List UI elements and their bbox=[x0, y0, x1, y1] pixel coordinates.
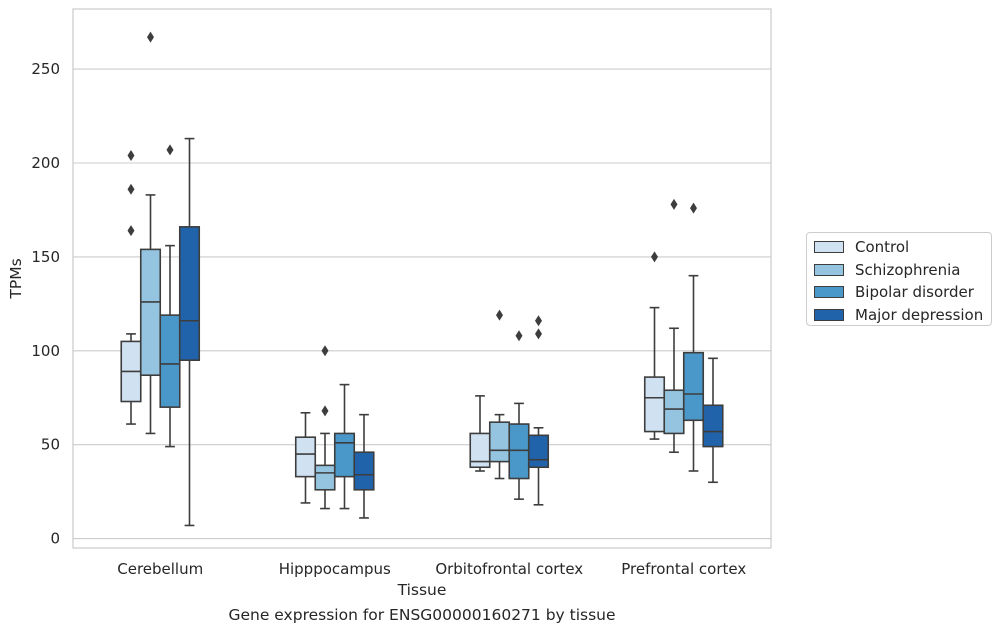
y-axis-label: TPMs bbox=[7, 258, 25, 299]
box-major-depression bbox=[353, 413, 375, 519]
outlier-point bbox=[535, 328, 542, 340]
box-schizophrenia bbox=[488, 309, 511, 480]
legend-label: Schizophrenia bbox=[855, 260, 961, 279]
x-tick-label: Hipppocampus bbox=[279, 560, 391, 578]
legend-swatch bbox=[814, 308, 844, 321]
box-schizophrenia bbox=[139, 31, 162, 435]
outlier-point bbox=[127, 225, 135, 237]
iqr-box bbox=[702, 404, 724, 448]
iqr-box bbox=[682, 351, 705, 422]
box-control bbox=[469, 395, 491, 472]
iqr-box bbox=[294, 436, 317, 478]
box-major-depression bbox=[702, 357, 724, 484]
plot-frame bbox=[72, 8, 772, 549]
x-axis-label: Tissue bbox=[397, 581, 447, 599]
box-bipolar-disorder bbox=[159, 144, 181, 448]
iqr-box bbox=[333, 432, 356, 478]
figure-caption: Gene expression for ENSG00000160271 by t… bbox=[228, 606, 616, 624]
box-control bbox=[294, 411, 317, 504]
outlier-point bbox=[127, 183, 135, 195]
iqr-box bbox=[178, 226, 201, 361]
iqr-box bbox=[139, 248, 162, 377]
iqr-box bbox=[643, 376, 666, 433]
legend-label: Major depression bbox=[855, 305, 984, 324]
y-tick-label: 250 bbox=[31, 60, 60, 78]
legend-label: Bipolar disorder bbox=[855, 283, 974, 302]
y-tick-label: 100 bbox=[31, 342, 60, 360]
box-bipolar-disorder bbox=[508, 330, 530, 500]
outlier-point bbox=[147, 31, 154, 43]
outlier-point bbox=[535, 315, 542, 327]
x-tick-label: Cerebellum bbox=[117, 560, 203, 578]
outlier-point bbox=[496, 309, 503, 321]
box-control bbox=[120, 149, 142, 425]
iqr-box bbox=[508, 423, 530, 480]
y-tick-label: 150 bbox=[31, 248, 60, 266]
box-major-depression bbox=[527, 315, 550, 506]
x-tick-label: Prefrontal cortex bbox=[621, 560, 746, 578]
iqr-box bbox=[663, 389, 685, 435]
legend-item: Bipolar disorder bbox=[814, 281, 991, 304]
y-tick-label: 50 bbox=[41, 436, 60, 454]
iqr-box bbox=[159, 314, 181, 408]
iqr-box bbox=[314, 464, 336, 491]
legend-swatch bbox=[814, 263, 844, 276]
iqr-box bbox=[527, 434, 550, 469]
legend-item: Major depression bbox=[814, 304, 991, 327]
gridlines bbox=[73, 68, 771, 540]
iqr-box bbox=[488, 421, 511, 463]
box-bipolar-disorder bbox=[333, 383, 356, 510]
box-schizophrenia bbox=[663, 198, 685, 454]
box-major-depression bbox=[178, 137, 201, 527]
box-bipolar-disorder bbox=[682, 202, 705, 472]
legend-swatch bbox=[814, 241, 844, 254]
outlier-point bbox=[321, 405, 329, 417]
outlier-point bbox=[321, 345, 329, 357]
outlier-point bbox=[127, 149, 135, 161]
outlier-point bbox=[166, 144, 174, 156]
legend-item: Control bbox=[814, 236, 991, 259]
legend: Control Schizophrenia Bipolar disorder Majo… bbox=[806, 232, 992, 326]
y-tick-label: 200 bbox=[31, 154, 60, 172]
box-control bbox=[643, 251, 666, 440]
x-tick-label: Orbitofrontal cortex bbox=[435, 560, 583, 578]
legend-swatch bbox=[814, 286, 844, 299]
outlier-point bbox=[651, 251, 658, 263]
legend-label: Control bbox=[855, 238, 910, 257]
y-tick-label: 0 bbox=[50, 530, 60, 548]
outlier-point bbox=[515, 330, 523, 342]
box-schizophrenia bbox=[314, 345, 336, 510]
outlier-point bbox=[690, 202, 697, 214]
box-groups bbox=[120, 31, 724, 527]
x-tick-labels: Cerebellum Hipppocampus Orbitofrontal cort… bbox=[117, 560, 746, 578]
iqr-box bbox=[353, 451, 375, 491]
outlier-point bbox=[670, 198, 678, 210]
y-tick-labels: 0 50 100 150 200 250 bbox=[31, 60, 60, 548]
legend-item: Schizophrenia bbox=[814, 259, 991, 282]
